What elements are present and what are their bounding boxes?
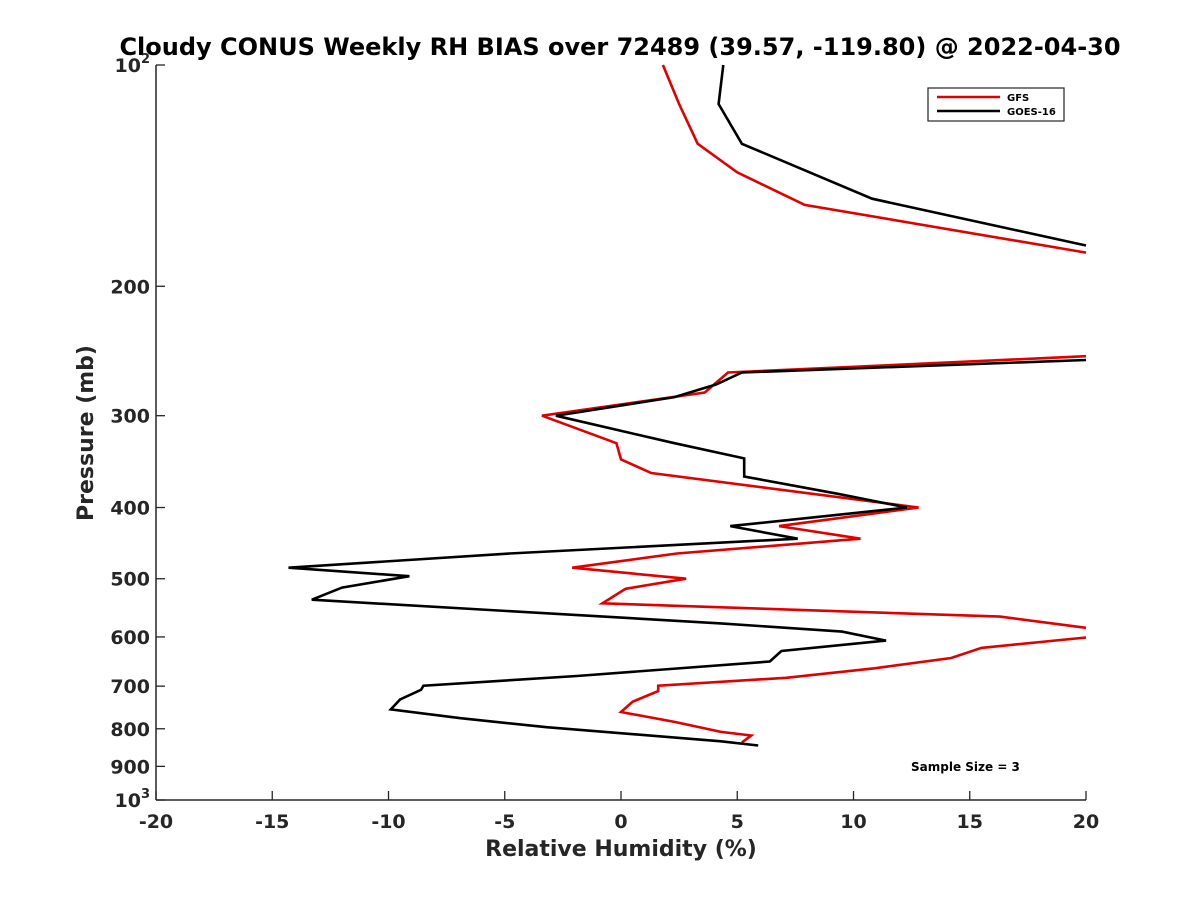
x-tick-label: -15 xyxy=(255,811,289,833)
y-tick-label: 300 xyxy=(110,406,150,428)
x-tick-label: -5 xyxy=(494,811,515,833)
plot-area: -20 -15 -10 -5 0 5 10 15 20 102 200 300 400 500 600 70… xyxy=(110,52,1099,833)
x-tick-label: 5 xyxy=(731,811,744,833)
chart-title: Cloudy CONUS Weekly RH BIAS over 72489 (… xyxy=(119,33,1120,61)
sample-size-annotation: Sample Size = 3 xyxy=(911,760,1020,774)
series-line-gfs-1 xyxy=(541,354,1087,630)
x-tick-label: 20 xyxy=(1073,811,1099,833)
x-tick-label: 15 xyxy=(957,811,983,833)
y-tick-label: 103 xyxy=(115,787,151,812)
x-tick-label: 0 xyxy=(614,811,627,833)
series-line-goes16-1 xyxy=(288,358,1087,747)
x-axis-label: Relative Humidity (%) xyxy=(485,837,757,862)
y-tick-label: 102 xyxy=(115,52,151,77)
legend: GFS GOES-16 xyxy=(927,87,1065,122)
y-tick-label: 600 xyxy=(110,627,150,649)
x-tick-label: -20 xyxy=(139,811,173,833)
x-tick-label: 10 xyxy=(840,811,866,833)
y-tick-label: 500 xyxy=(110,569,150,591)
y-tick-label: 800 xyxy=(110,719,150,741)
y-tick-label: 700 xyxy=(110,676,150,698)
legend-box xyxy=(927,87,1065,122)
x-tick-label: -10 xyxy=(371,811,405,833)
series-line-goes16-0 xyxy=(717,64,1087,247)
legend-label-gfs: GFS xyxy=(1007,93,1029,104)
series-line-gfs-0 xyxy=(661,64,1087,254)
legend-label-goes16: GOES-16 xyxy=(1007,107,1056,118)
x-axis-ticks: -20 -15 -10 -5 0 5 10 15 20 xyxy=(139,791,1099,833)
series-line-gfs-2 xyxy=(618,636,1087,744)
y-tick-label: 400 xyxy=(110,498,150,520)
y-axis-label: Pressure (mb) xyxy=(74,345,99,521)
y-tick-label: 200 xyxy=(110,276,150,298)
y-tick-label: 900 xyxy=(110,756,150,778)
series-layer xyxy=(288,64,1087,747)
y-axis-ticks: 102 200 300 400 500 600 700 800 900 103 xyxy=(110,52,165,812)
